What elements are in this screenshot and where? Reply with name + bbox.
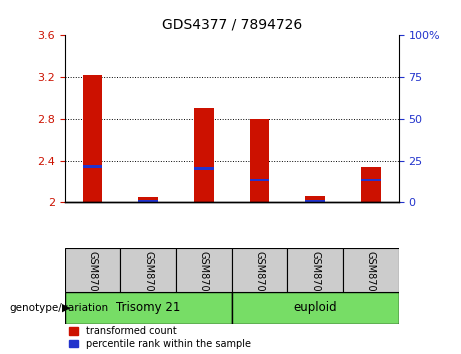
Bar	[306, 200, 325, 201]
Bar	[287, 248, 343, 292]
Bar	[250, 179, 269, 181]
Text: GSM870546: GSM870546	[199, 251, 209, 310]
Bar	[231, 248, 287, 292]
Text: GSM870544: GSM870544	[88, 251, 97, 310]
Bar	[361, 167, 381, 202]
Bar	[65, 248, 120, 292]
Bar	[343, 248, 399, 292]
Bar	[194, 108, 213, 202]
Bar	[306, 196, 325, 202]
Bar	[250, 119, 269, 202]
Legend: transformed count, percentile rank within the sample: transformed count, percentile rank withi…	[70, 326, 251, 349]
Text: GSM870542: GSM870542	[310, 251, 320, 310]
Text: GSM870543: GSM870543	[366, 251, 376, 310]
Bar	[138, 197, 158, 202]
Bar	[361, 179, 381, 181]
Text: GSM870545: GSM870545	[143, 251, 153, 310]
Text: GSM870541: GSM870541	[254, 251, 265, 310]
Bar	[194, 167, 213, 170]
Bar	[138, 200, 158, 201]
Text: ▶: ▶	[62, 303, 71, 313]
Bar	[231, 292, 399, 324]
Text: genotype/variation: genotype/variation	[9, 303, 108, 313]
Title: GDS4377 / 7894726: GDS4377 / 7894726	[161, 17, 302, 32]
Text: euploid: euploid	[293, 302, 337, 314]
Bar	[83, 75, 102, 202]
Bar	[176, 248, 231, 292]
Text: Trisomy 21: Trisomy 21	[116, 302, 180, 314]
Bar	[83, 165, 102, 168]
Bar	[120, 248, 176, 292]
Bar	[65, 292, 231, 324]
